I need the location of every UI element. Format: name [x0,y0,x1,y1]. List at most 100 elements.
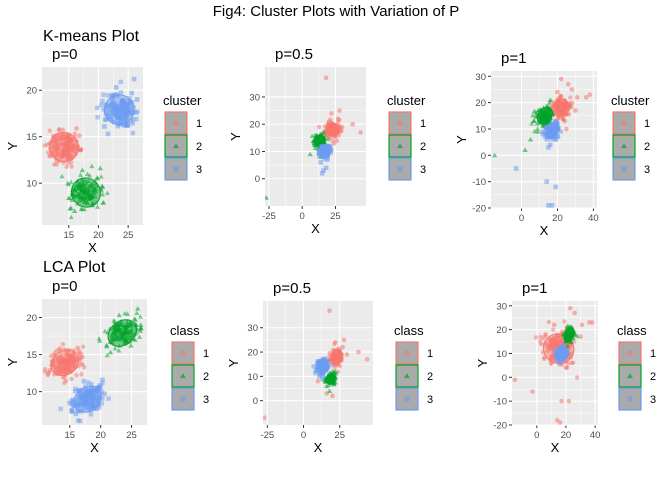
cluster-1-point [52,162,57,167]
legend-label: 2 [203,371,209,383]
cluster-1-point [562,319,567,324]
plot-background [491,71,597,208]
cluster-3-point [130,121,135,126]
y-axis-label: Y [226,358,241,367]
cluster-2-point [59,173,65,179]
x-tick-label: 0 [519,213,524,224]
cluster-1-point [356,349,361,355]
cluster-1-point [574,375,580,380]
cluster-3-point [89,382,94,387]
y-tick-label: 0 [502,373,507,384]
y-tick-label: 10 [249,147,260,158]
cluster-3-point [75,408,80,413]
cluster-3-point [546,203,551,208]
y-tick-label: 15 [26,132,37,143]
x-tick-label: 0 [300,211,305,222]
cluster-3-point [328,362,334,368]
cluster-1-point [335,116,341,122]
cluster-1-point [78,361,84,366]
y-tick-label: 30 [475,72,486,83]
cluster-3-point [557,360,563,366]
cluster-1-point [330,393,335,399]
legend-label: 1 [420,118,426,130]
cluster-2-point [132,317,138,322]
cluster-3-point [73,386,78,392]
cluster-1-point [551,322,557,328]
cluster-3-point [550,122,555,127]
cluster-3-point [99,389,105,395]
y-tick-label: 10 [496,349,507,360]
cluster-1-point [327,308,332,314]
y-tick-label: -20 [493,421,507,432]
legend-marker [397,166,403,172]
cluster-3-point [129,90,135,96]
cluster-1-ellipse [330,349,344,365]
cluster-2-point [320,129,327,135]
cluster-2-ellipse [107,319,137,347]
legend-marker [180,396,186,402]
cluster-3-point [540,131,546,137]
cluster-3-point [94,105,100,111]
cluster-3-point [325,157,330,162]
cluster-3-point [316,147,322,153]
cluster-2-point [122,310,128,316]
cluster-3-point [134,116,139,122]
x-tick-label: 25 [123,230,134,241]
x-axis-label: X [540,223,549,238]
cluster-2-point [534,121,540,126]
y-axis-label: Y [5,357,20,366]
cluster-3-point [76,387,82,393]
cluster-3-point [125,123,130,128]
cluster-1-point [75,345,81,351]
cluster-1-point [543,332,548,337]
data-layer [265,75,363,200]
cluster-3-point [128,118,133,124]
cluster-1-point [326,119,332,124]
legend-label: 2 [644,141,650,153]
cluster-3-point [544,137,549,142]
row-label-lca: LCA Plot [43,259,106,276]
cluster-3-point [311,364,316,369]
y-tick-label: 10 [247,372,258,383]
cluster-2-point [102,328,108,334]
x-tick-label: 20 [95,430,106,441]
cluster-3-point [558,129,564,134]
cluster-3-point [318,358,323,364]
cluster-1-point [57,346,63,351]
legend-marker [397,143,403,149]
x-tick-label: 15 [65,430,76,441]
cluster-2-point [137,334,143,339]
cluster-1-point [47,153,53,159]
legend-title: class [394,323,424,338]
legend-marker [404,373,410,379]
cluster-3-point [81,378,87,384]
cluster-1-ellipse [552,98,570,118]
cluster-3-point [313,370,318,376]
y-axis-label: Y [228,132,243,141]
cluster-3-point [67,400,72,406]
cluster-2-point [97,165,103,171]
cluster-2-point [128,343,134,348]
cluster-1-point [541,356,547,362]
x-tick-label: 25 [330,211,341,222]
cluster-3-point [544,124,549,129]
cluster-1-point [334,138,340,143]
cluster-2-point [137,326,143,331]
cluster-1-point [558,94,563,99]
cluster-3-point [113,85,119,90]
cluster-1-point [74,372,79,378]
cluster-3-point [115,123,121,129]
cluster-3-point [73,411,79,417]
cluster-2-point [87,173,93,178]
legend-marker [173,120,179,126]
panel-title: p=1 [522,280,547,297]
cluster-3-point [106,93,111,98]
cluster-3-point [118,90,124,95]
cluster-2-point [309,133,315,139]
cluster-1-point [541,336,546,341]
cluster-2-ellipse [563,328,574,341]
cluster-2-point [530,112,536,118]
